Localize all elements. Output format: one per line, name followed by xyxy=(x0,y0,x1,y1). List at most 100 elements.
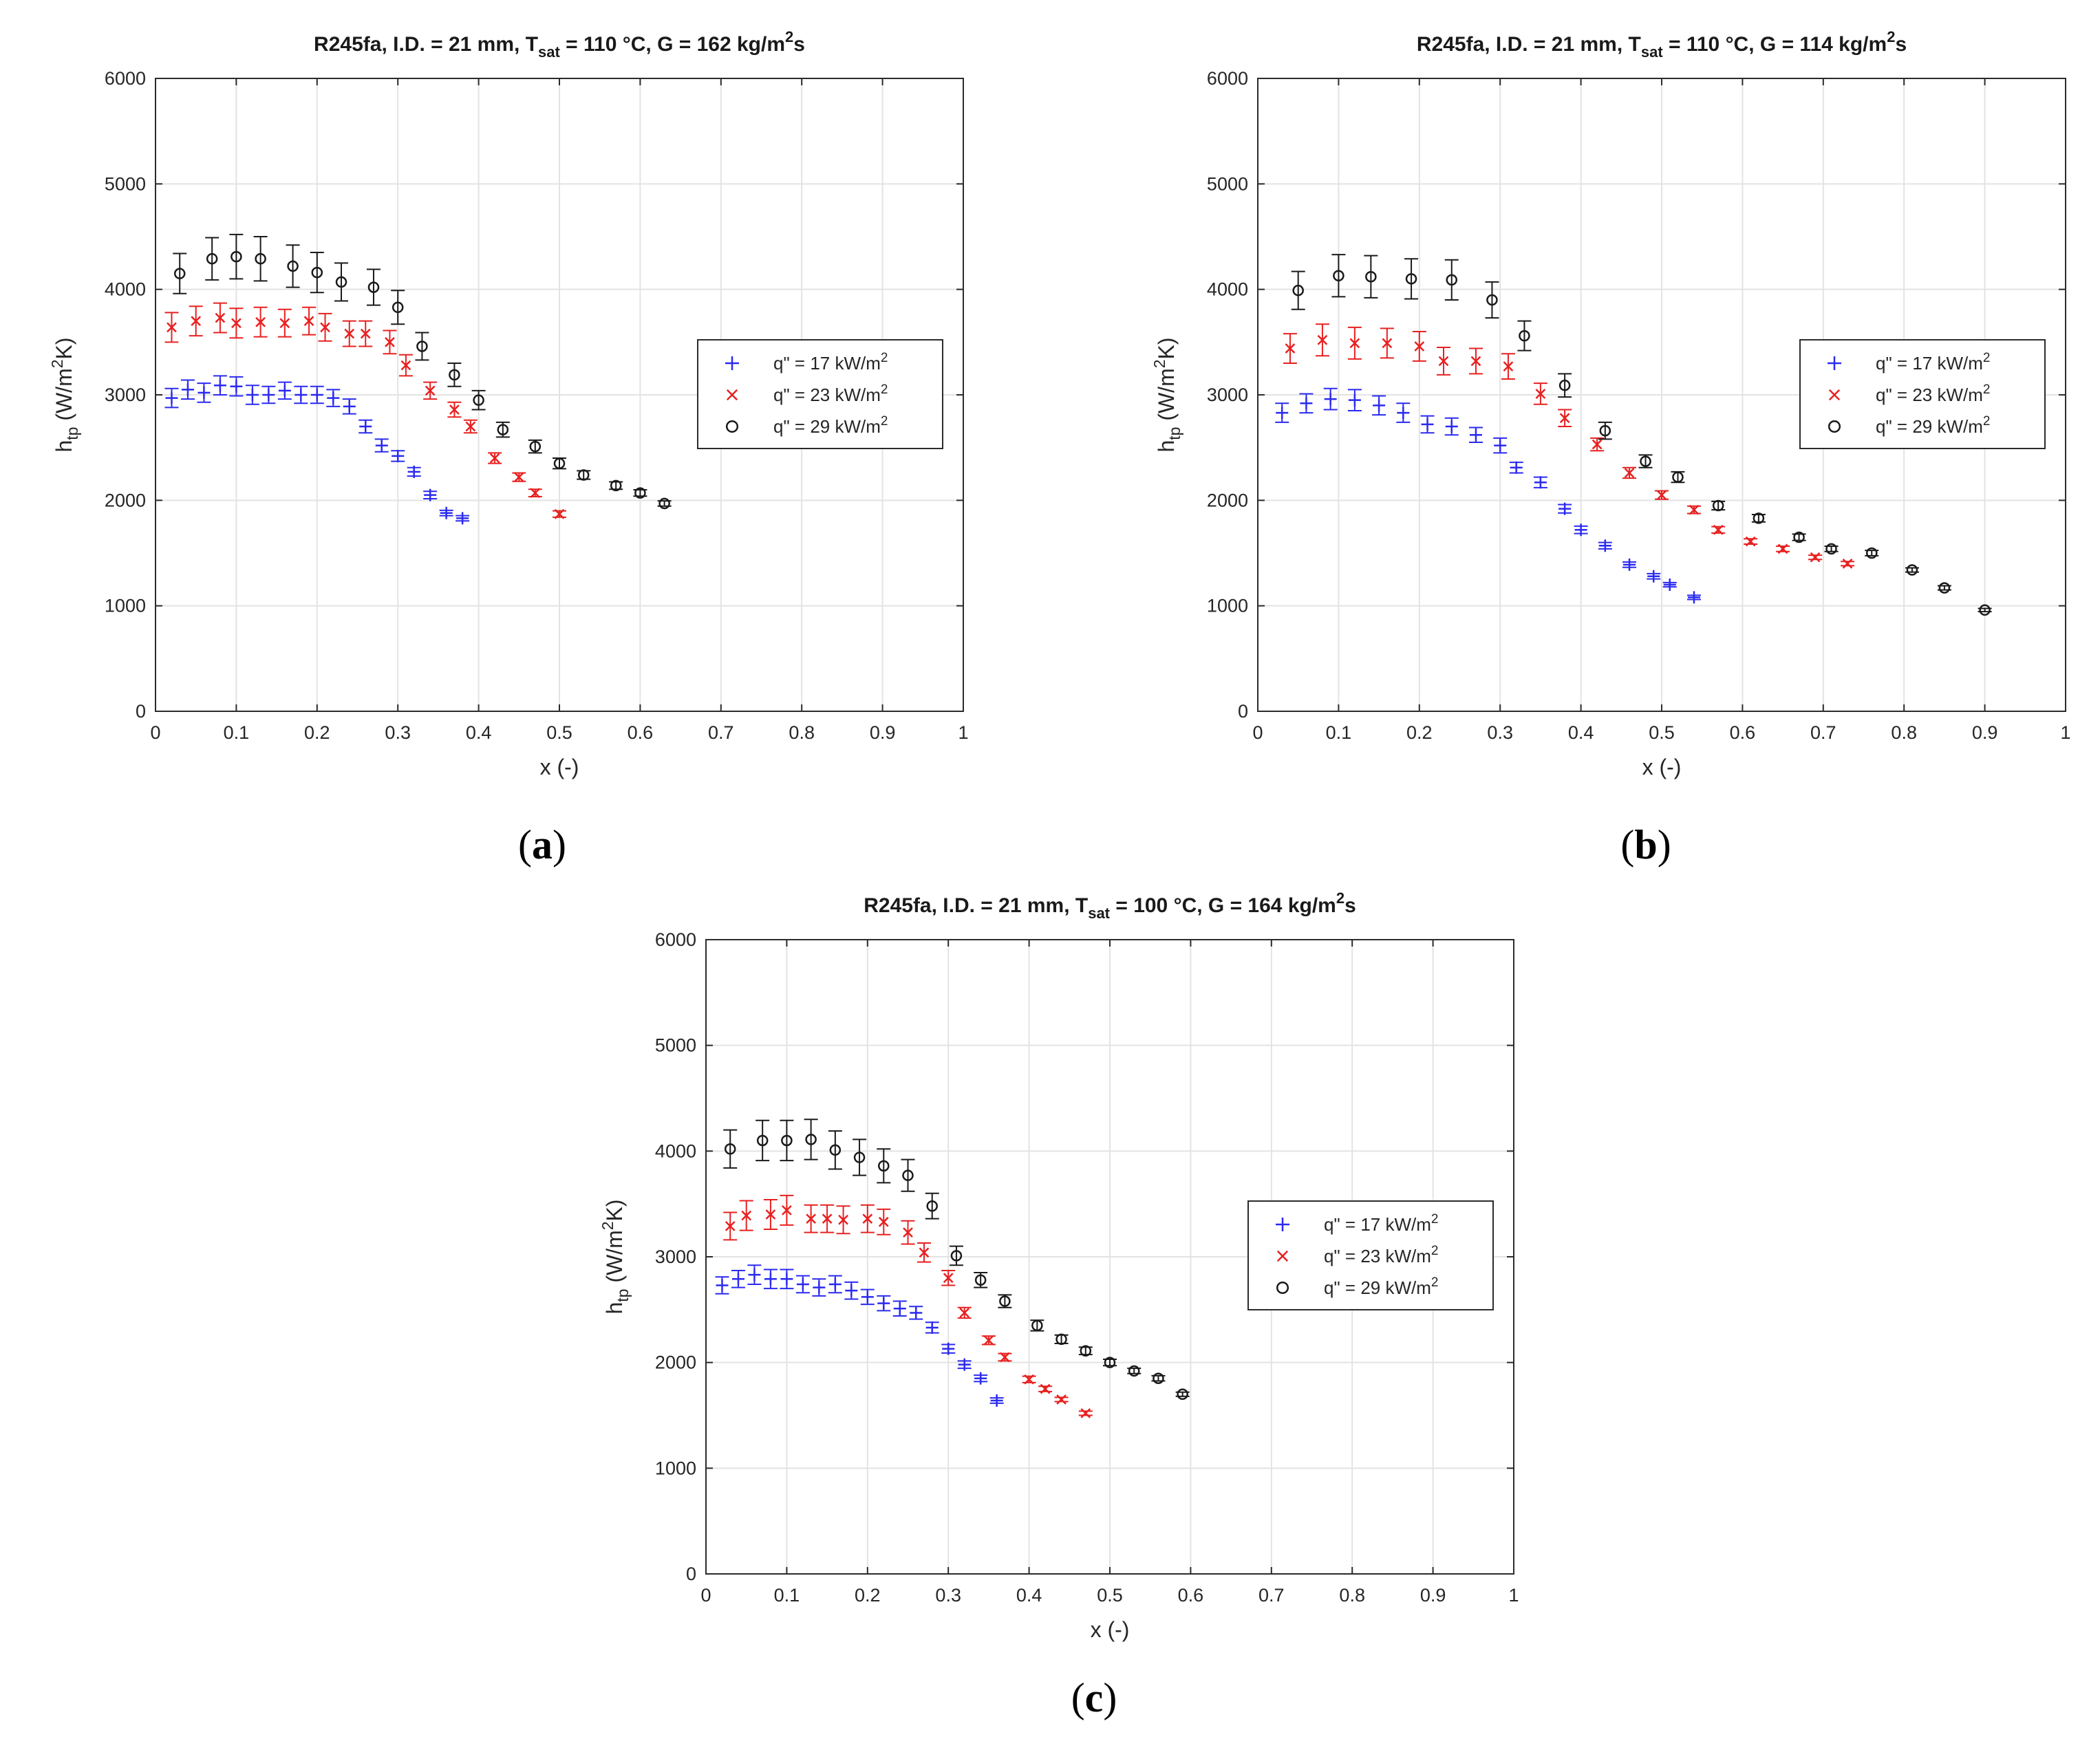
y-tick-label: 2000 xyxy=(105,490,146,510)
data-point xyxy=(780,1268,794,1290)
ylabel-text: h xyxy=(52,440,76,453)
plus-marker xyxy=(942,1342,955,1355)
x-marker xyxy=(1056,1394,1067,1405)
legend-label-text: q" = 29 kW/m xyxy=(773,416,881,437)
data-point xyxy=(1347,389,1362,411)
data-point xyxy=(1598,539,1612,552)
x-stroke-2 xyxy=(1024,1374,1034,1385)
title-text: s xyxy=(793,33,805,56)
chart-title: R245fa, I.D. = 21 mm, Tsat = 110 °C, G =… xyxy=(1417,28,1907,61)
plus-marker xyxy=(764,1273,777,1286)
data-point xyxy=(892,1300,907,1317)
x-stroke-2 xyxy=(465,421,476,432)
legend-label: q" = 17 kW/m2 xyxy=(1324,1212,1438,1235)
data-point xyxy=(609,479,623,492)
x-marker xyxy=(1777,543,1788,554)
plus-marker xyxy=(780,1273,793,1286)
plus-marker xyxy=(1494,439,1507,452)
data-point xyxy=(1937,582,1951,594)
circle-marker xyxy=(1828,420,1841,433)
data-point xyxy=(439,506,453,519)
legend-label: q" = 17 kW/m2 xyxy=(773,351,888,374)
x-marker xyxy=(231,318,242,329)
data-point xyxy=(1622,558,1637,571)
x-stroke-2 xyxy=(1056,1394,1067,1405)
plus-marker xyxy=(1663,579,1676,591)
data-point xyxy=(1598,421,1612,440)
circle-marker xyxy=(1486,294,1498,306)
data-point xyxy=(1647,570,1661,583)
x-stroke-2 xyxy=(344,328,355,339)
x-stroke-2 xyxy=(1276,1250,1289,1262)
circle-marker xyxy=(1405,273,1417,285)
data-point xyxy=(974,1272,988,1288)
x-stroke-2 xyxy=(215,312,226,323)
data-point xyxy=(423,381,438,400)
circle-marker xyxy=(781,1134,793,1147)
x-stroke-2 xyxy=(489,453,500,464)
data-point xyxy=(463,419,478,434)
circle-marker xyxy=(1128,1365,1140,1377)
y-axis-label: htp (W/m2K) xyxy=(48,337,81,452)
x-tick-label: 0.8 xyxy=(1339,1585,1365,1606)
data-point xyxy=(1792,531,1806,543)
plus-marker xyxy=(813,1281,826,1294)
circle-marker xyxy=(1938,582,1951,594)
x-marker xyxy=(1276,1250,1289,1262)
x-marker xyxy=(1656,490,1667,501)
data-point xyxy=(731,1269,745,1288)
circle-marker xyxy=(553,457,566,469)
data-point xyxy=(1054,1333,1069,1346)
plus-marker xyxy=(197,386,211,399)
data-point xyxy=(456,512,470,525)
data-point xyxy=(812,1278,826,1297)
data-point xyxy=(1662,579,1677,591)
series-2 xyxy=(1283,323,1855,569)
legend-entry-1: q" = 17 kW/m2 xyxy=(725,351,888,374)
legend-entry-2: q" = 23 kW/m2 xyxy=(726,382,888,405)
ylabel-superscript: 2 xyxy=(48,359,66,368)
panel-caption-a: (a) xyxy=(518,822,566,867)
title-text: = 110 °C, G = 162 kg/m xyxy=(560,33,785,56)
x-marker xyxy=(530,488,541,498)
x-stroke-2 xyxy=(943,1273,954,1284)
data-point xyxy=(1638,454,1653,468)
x-stroke-2 xyxy=(385,336,395,347)
plus-marker xyxy=(910,1306,923,1319)
data-point xyxy=(553,457,566,470)
plus-marker xyxy=(725,356,739,370)
x-stroke-2 xyxy=(1470,356,1481,367)
x-marker xyxy=(449,404,460,415)
plus-marker xyxy=(1373,399,1386,412)
x-marker xyxy=(903,1227,913,1238)
plus-marker xyxy=(731,1273,744,1286)
data-point xyxy=(820,1204,835,1233)
x-stroke-2 xyxy=(1000,1352,1010,1363)
data-point xyxy=(310,385,324,404)
data-point xyxy=(1751,512,1766,524)
x-stroke-2 xyxy=(279,318,290,329)
x-marker xyxy=(1592,439,1603,450)
data-point xyxy=(398,354,413,377)
data-point xyxy=(860,1288,875,1306)
data-point xyxy=(804,1204,818,1233)
x-stroke-2 xyxy=(255,316,266,327)
ylabel-superscript: 2 xyxy=(599,1221,617,1230)
x-marker xyxy=(838,1214,848,1225)
plus-marker xyxy=(343,400,356,413)
data-point xyxy=(358,320,373,347)
legend-label-text: q" = 29 kW/m xyxy=(1324,1277,1431,1298)
data-point xyxy=(407,465,421,478)
title-text: R245fa, I.D. = 21 mm, T xyxy=(864,894,1088,917)
legend-label: q" = 23 kW/m2 xyxy=(1876,382,1990,405)
data-point xyxy=(981,1335,996,1346)
data-point xyxy=(780,1119,794,1162)
plus-marker xyxy=(716,1279,729,1292)
y-tick-label: 5000 xyxy=(105,173,146,194)
x-marker xyxy=(725,1221,736,1231)
caption-letter: c xyxy=(1085,1675,1104,1720)
data-point xyxy=(1824,543,1839,555)
x-tick-label: 0.5 xyxy=(546,722,572,743)
plus-marker xyxy=(1348,393,1361,407)
x-stroke-2 xyxy=(822,1213,833,1224)
